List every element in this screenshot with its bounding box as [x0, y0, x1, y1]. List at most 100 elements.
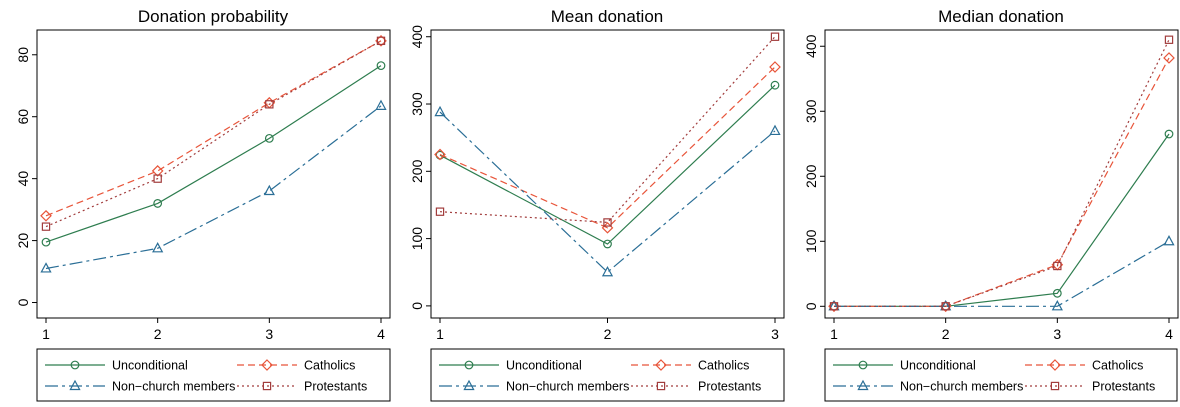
data-point-catholics	[769, 61, 781, 73]
series-line-non_church	[439, 111, 776, 274]
series-line-unconditional	[439, 84, 776, 245]
panel-title: Median donation	[938, 7, 1064, 26]
x-tick-label: 1	[42, 326, 50, 342]
data-point-unconditional	[376, 61, 386, 71]
series-line-catholics	[834, 57, 1170, 307]
plot-frame	[36, 29, 391, 319]
panel-title: Mean donation	[551, 7, 663, 26]
data-point-protestants	[153, 174, 162, 183]
data-point-unconditional	[41, 237, 51, 247]
data-point-non_church	[40, 262, 52, 273]
series-line-catholics	[439, 66, 776, 229]
legend-label-protestants: Protestants	[1092, 380, 1155, 394]
plot-frame	[824, 29, 1179, 319]
data-point-protestants	[1164, 35, 1174, 44]
x-tick-label: 2	[942, 326, 950, 342]
legend-marker-non_church	[69, 379, 81, 391]
legend-marker-protestants	[1050, 381, 1060, 391]
data-point-protestants	[376, 36, 386, 46]
data-point-unconditional	[153, 199, 163, 208]
legend-marker-non_church	[463, 379, 475, 391]
x-tick-label: 1	[436, 326, 444, 342]
y-tick-label: 300	[409, 92, 425, 116]
data-point-protestants	[770, 32, 780, 41]
legend-label-catholics: Catholics	[1092, 359, 1143, 373]
data-point-non_church	[375, 99, 387, 110]
legend-marker-unconditional	[858, 360, 868, 370]
data-point-protestants	[941, 302, 950, 311]
data-point-catholics	[40, 209, 52, 222]
data-point-catholics	[434, 148, 446, 161]
legend-marker-protestants	[656, 381, 666, 391]
legend-marker-catholics	[655, 359, 667, 371]
legend-label-catholics: Catholics	[698, 359, 749, 373]
x-tick-label: 1	[830, 326, 838, 342]
series-line-non_church	[834, 240, 1170, 307]
legend-label-protestants: Protestants	[304, 380, 367, 394]
legend-label-non_church: Non−church members	[900, 380, 1023, 394]
legend-label-protestants: Protestants	[698, 380, 761, 394]
data-point-unconditional	[770, 80, 780, 90]
legend-marker-unconditional	[70, 360, 80, 370]
legend-marker-catholics	[261, 359, 273, 371]
panel-median-donation: Median donation 0 100 200 300 400 1 2 3 4 Uncondi…	[803, 7, 1179, 402]
y-tick-label: 0	[803, 302, 819, 310]
legend-marker-unconditional	[464, 360, 474, 370]
series-line-protestants	[45, 40, 382, 228]
data-point-unconditional	[264, 133, 274, 143]
y-tick-label: 400	[409, 25, 425, 49]
legend-marker-non_church	[857, 379, 869, 391]
legend-label-catholics: Catholics	[304, 359, 355, 373]
data-point-protestants	[265, 100, 274, 109]
legend-label-unconditional: Unconditional	[112, 359, 188, 373]
y-tick-label: 0	[409, 302, 425, 310]
y-tick-label: 100	[803, 229, 819, 253]
data-point-non_church	[601, 265, 614, 277]
y-tick-label: 20	[15, 233, 31, 249]
panel-donation-probability: Donation probability 0 20 40 60 80 1 2 3 4 Uncond…	[15, 7, 391, 402]
series-line-protestants	[439, 36, 776, 224]
y-tick-label: 80	[15, 47, 31, 63]
legend-box	[824, 348, 1178, 402]
data-point-non_church	[1051, 300, 1063, 311]
series-line-unconditional	[45, 65, 382, 243]
y-tick-label: 200	[409, 159, 425, 183]
x-tick-label: 2	[604, 326, 612, 342]
legend: Unconditional Catholics Non−church members…	[824, 348, 1178, 402]
y-tick-label: 100	[409, 227, 425, 251]
data-point-non_church	[263, 184, 275, 196]
x-tick-label: 3	[1053, 326, 1061, 342]
data-point-unconditional	[1164, 129, 1174, 139]
data-point-unconditional	[603, 239, 612, 249]
data-point-non_church	[769, 124, 781, 136]
data-point-non_church	[434, 105, 446, 117]
series-line-non_church	[45, 105, 382, 270]
data-point-non_church	[1163, 235, 1175, 246]
legend-marker-catholics	[1049, 359, 1061, 371]
legend-label-non_church: Non−church members	[112, 380, 235, 394]
y-tick-label: 60	[15, 109, 31, 125]
data-point-catholics	[1163, 52, 1175, 64]
panel-title: Donation probability	[138, 7, 289, 26]
y-tick-label: 300	[803, 99, 819, 123]
y-tick-label: 200	[803, 164, 819, 188]
series-line-unconditional	[834, 133, 1170, 307]
x-tick-label: 3	[771, 326, 779, 342]
data-point-protestants	[435, 207, 445, 216]
y-tick-label: 400	[803, 34, 819, 58]
y-tick-label: 40	[15, 171, 31, 187]
x-tick-label: 4	[1165, 326, 1173, 342]
legend-box	[36, 348, 391, 402]
legend: Unconditional Catholics Non−church members…	[36, 348, 391, 402]
y-tick-label: 0	[15, 298, 31, 306]
x-tick-label: 2	[154, 326, 162, 342]
panel-mean-donation: Mean donation 0 100 200 300 400 1 2 3 Unconditio…	[409, 7, 785, 402]
series-line-catholics	[45, 40, 382, 217]
legend-label-unconditional: Unconditional	[506, 359, 582, 373]
legend-marker-protestants	[262, 381, 272, 391]
series-line-protestants	[834, 39, 1170, 307]
data-point-unconditional	[1052, 288, 1062, 298]
data-point-protestants	[1053, 261, 1062, 271]
x-tick-label: 4	[377, 326, 385, 342]
